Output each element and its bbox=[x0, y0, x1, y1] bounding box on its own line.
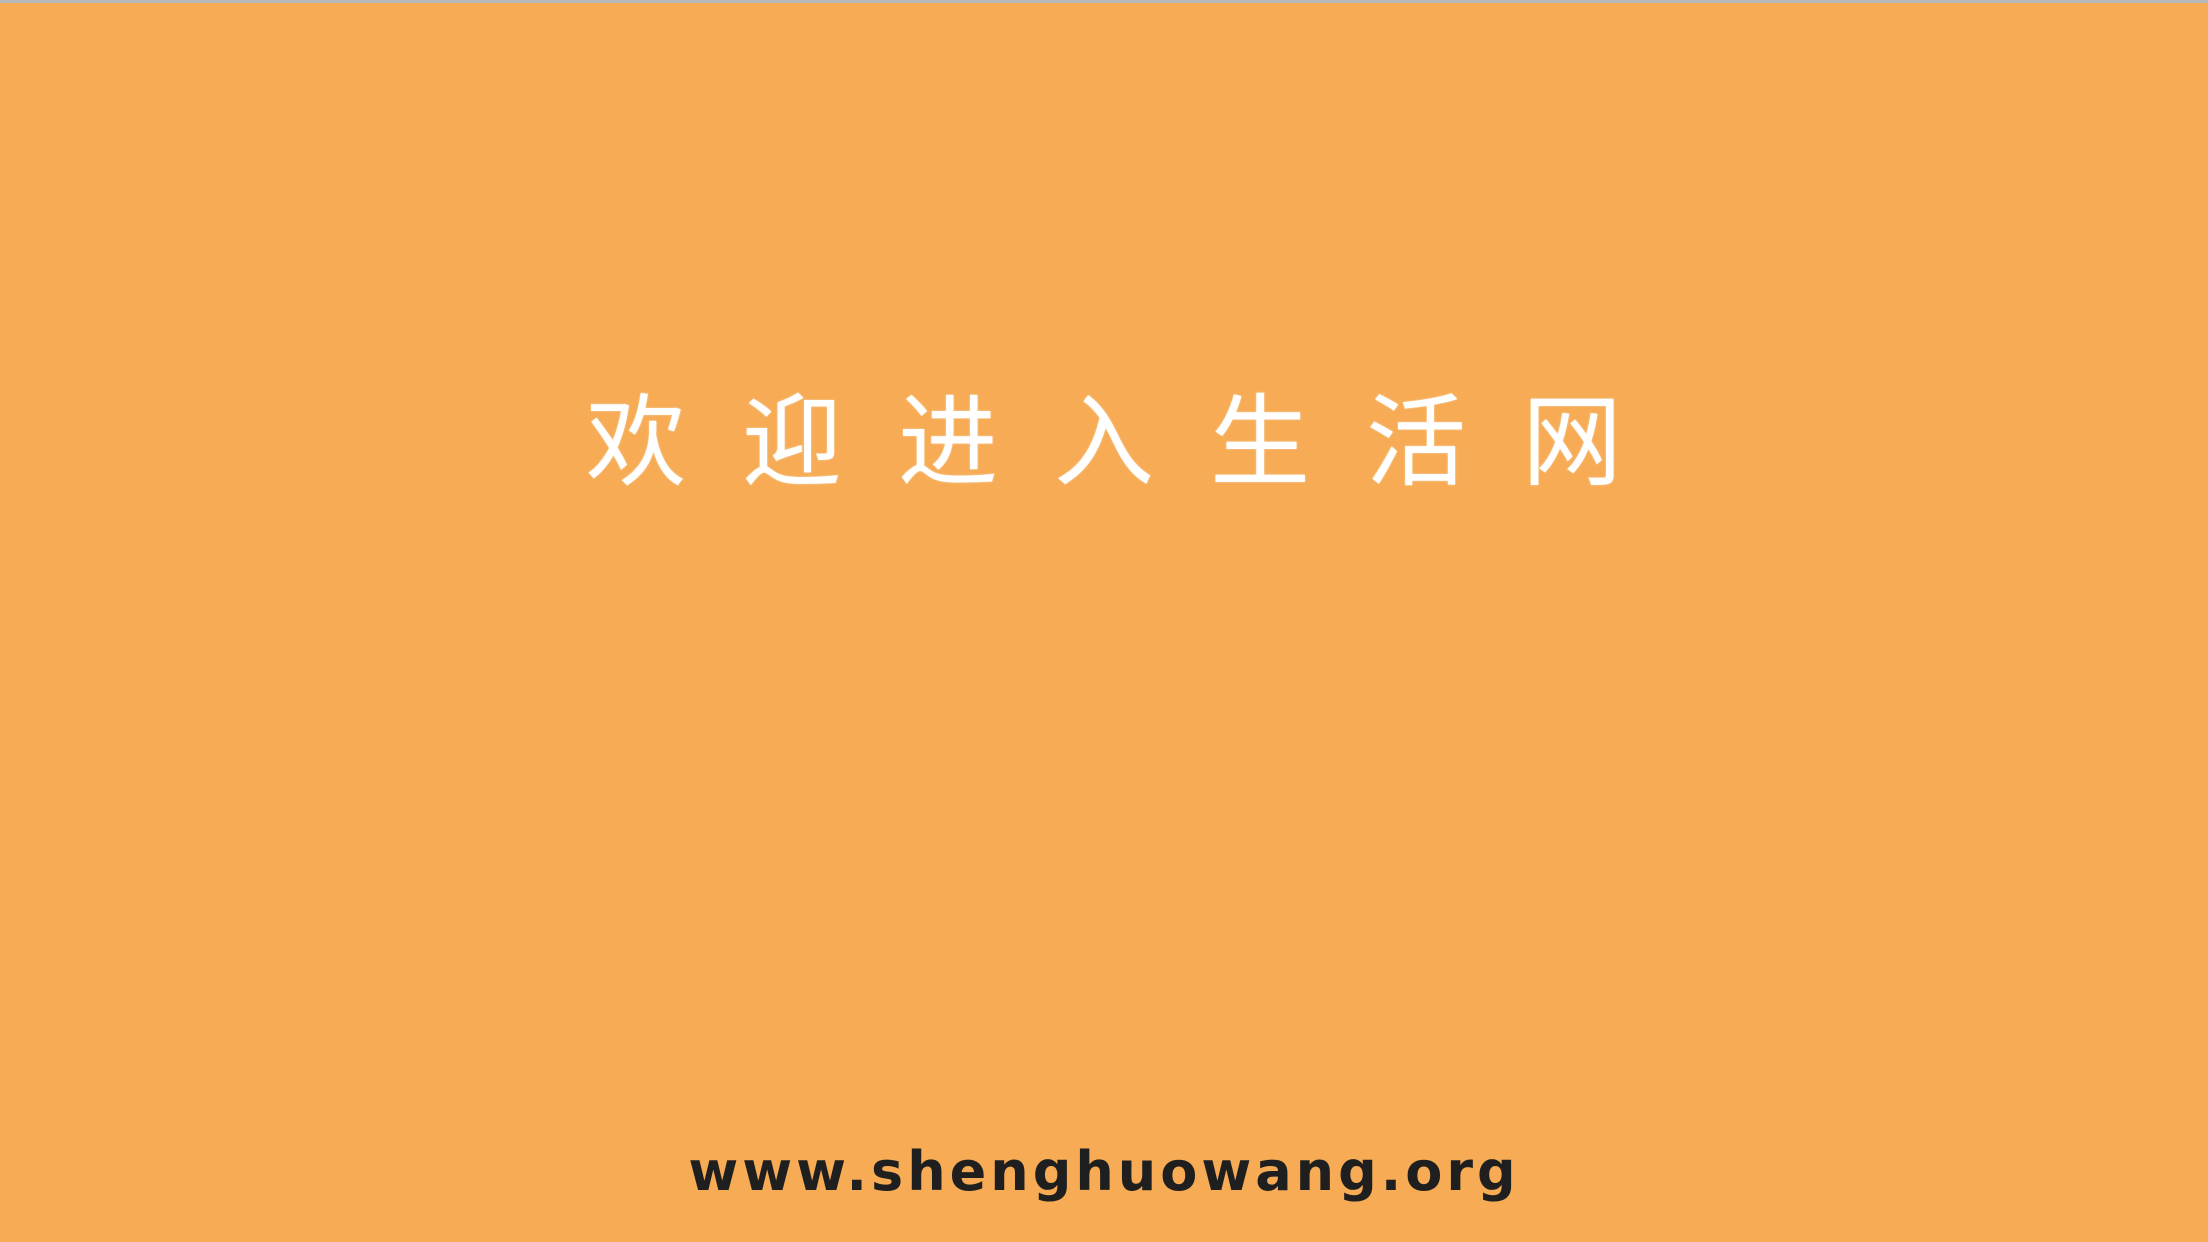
website-url: www.shenghuowang.org bbox=[688, 1139, 1520, 1203]
welcome-title: 欢迎进入生活网 bbox=[586, 383, 1678, 501]
